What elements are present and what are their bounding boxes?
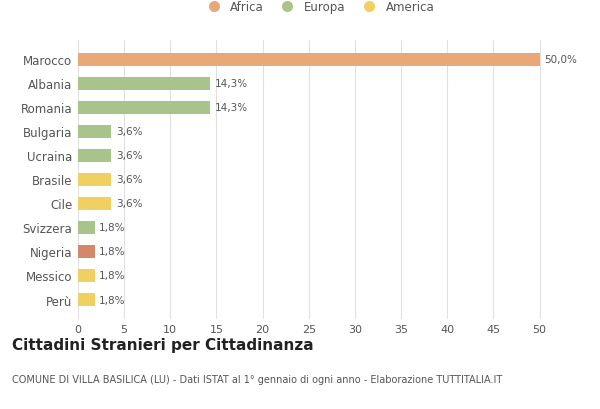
Bar — [78, 293, 95, 306]
Bar — [78, 149, 111, 163]
Text: 14,3%: 14,3% — [215, 79, 248, 89]
Bar — [78, 54, 539, 67]
Bar — [78, 269, 95, 282]
Bar — [78, 173, 111, 187]
Text: Cittadini Stranieri per Cittadinanza: Cittadini Stranieri per Cittadinanza — [12, 337, 314, 353]
Bar — [78, 221, 95, 234]
Text: 3,6%: 3,6% — [116, 175, 142, 185]
Text: 3,6%: 3,6% — [116, 151, 142, 161]
Legend: Africa, Europa, America: Africa, Europa, America — [197, 0, 439, 19]
Text: COMUNE DI VILLA BASILICA (LU) - Dati ISTAT al 1° gennaio di ogni anno - Elaboraz: COMUNE DI VILLA BASILICA (LU) - Dati IST… — [12, 374, 502, 384]
Text: 3,6%: 3,6% — [116, 199, 142, 209]
Text: 50,0%: 50,0% — [544, 55, 577, 65]
Text: 1,8%: 1,8% — [99, 247, 126, 257]
Bar — [78, 245, 95, 258]
Bar — [78, 197, 111, 211]
Text: 1,8%: 1,8% — [99, 271, 126, 281]
Bar — [78, 78, 210, 91]
Bar — [78, 101, 210, 115]
Text: 3,6%: 3,6% — [116, 127, 142, 137]
Text: 1,8%: 1,8% — [99, 295, 126, 305]
Bar — [78, 126, 111, 139]
Text: 14,3%: 14,3% — [215, 103, 248, 113]
Text: 1,8%: 1,8% — [99, 223, 126, 233]
